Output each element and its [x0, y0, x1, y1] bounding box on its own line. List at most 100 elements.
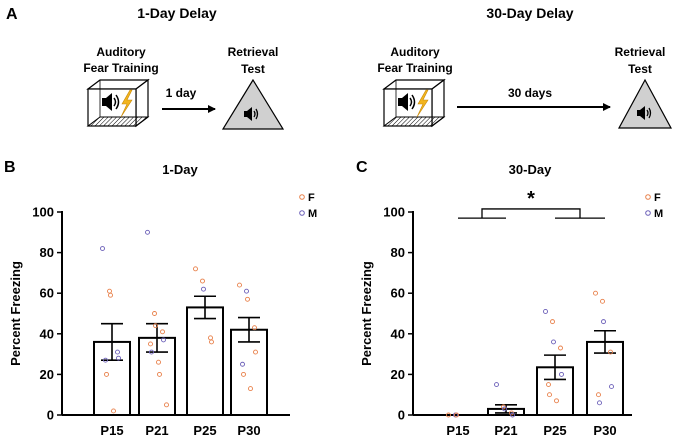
- legend-marker-m: [299, 210, 305, 216]
- data-point-female: [153, 323, 158, 329]
- data-point-female: [253, 349, 258, 355]
- left-training-chamber-icon: [86, 78, 150, 128]
- x-tick-label-p21: P21: [494, 423, 517, 438]
- left-test-label-line2: Test: [241, 62, 265, 76]
- chart-panel-b: B 1-Day Percent Freezing 0 20 40 60 80 100 P15 P21…: [4, 159, 317, 438]
- right-training-label-line2: Fear Training: [377, 61, 452, 75]
- y-tick-label: 100: [383, 205, 405, 220]
- bar-p30: [586, 340, 624, 417]
- data-point-female: [446, 412, 451, 418]
- chart-c-title: 30-Day: [509, 162, 552, 177]
- data-point-male: [161, 337, 166, 343]
- data-point-male: [609, 384, 614, 390]
- data-point-female: [600, 298, 605, 304]
- significance-bracket: [458, 208, 605, 219]
- legend-marker-m: [645, 210, 651, 216]
- chart-c-y-axis-label: Percent Freezing: [359, 261, 374, 366]
- bar-p25: [186, 306, 224, 416]
- data-point-female: [245, 296, 250, 302]
- legend-label-m: M: [308, 208, 317, 220]
- y-tick-label: 80: [391, 245, 405, 260]
- data-point-male: [543, 309, 548, 314]
- left-training-label-line1: Auditory: [96, 45, 146, 59]
- data-point-female: [241, 371, 246, 377]
- data-point-male: [115, 349, 120, 355]
- data-point-female: [164, 402, 169, 408]
- significance-marker: *: [527, 188, 535, 210]
- data-point-male: [201, 286, 206, 292]
- data-point-female: [554, 398, 559, 404]
- data-point-female: [252, 325, 257, 331]
- panel-a-letter: A: [6, 6, 18, 23]
- y-tick-label: 40: [391, 326, 405, 341]
- data-point-male: [145, 229, 150, 235]
- y-tick-label: 20: [40, 367, 54, 382]
- data-point-female: [209, 339, 214, 345]
- data-point-male: [502, 406, 507, 412]
- data-point-male: [244, 288, 249, 294]
- data-point-male: [116, 355, 121, 361]
- legend-label-f: F: [308, 192, 315, 204]
- panel-b-letter: B: [4, 159, 16, 176]
- chart-b-y-axis-label: Percent Freezing: [8, 261, 23, 366]
- x-tick-label-p25: P25: [193, 423, 216, 438]
- x-tick-label-p25: P25: [543, 423, 566, 438]
- chart-panel-c: C 30-Day Percent Freezing 0 20 40 60 80 100 P15 P2…: [356, 159, 663, 438]
- data-point-male: [494, 382, 499, 387]
- x-tick-label-p15: P15: [100, 423, 123, 438]
- data-point-female: [157, 371, 162, 377]
- data-point-male: [510, 412, 515, 418]
- data-point-female: [107, 288, 112, 294]
- x-tick-label-p21: P21: [145, 423, 168, 438]
- right-shock-bolt-icon: [416, 89, 429, 118]
- data-point-female: [608, 349, 613, 355]
- y-tick-label: 0: [47, 408, 54, 423]
- data-point-male: [240, 361, 245, 367]
- chart-b-title: 1-Day: [162, 162, 198, 177]
- right-training-label-line1: Auditory: [390, 45, 440, 59]
- legend-label-m: M: [654, 208, 663, 220]
- right-test-label-line1: Retrieval: [615, 45, 666, 59]
- y-tick-label: 40: [40, 326, 54, 341]
- left-shock-bolt-icon: [120, 89, 133, 118]
- data-point-male: [103, 357, 108, 363]
- data-point-male: [100, 246, 105, 251]
- data-point-male: [601, 319, 606, 325]
- data-point-female: [248, 386, 253, 392]
- data-point-male: [149, 349, 154, 355]
- data-point-female: [596, 392, 601, 398]
- x-tick-label-p15: P15: [446, 423, 469, 438]
- left-training-label-line2: Fear Training: [83, 61, 158, 75]
- left-speaker-icon: [102, 93, 120, 111]
- right-training-chamber-icon: [382, 78, 446, 128]
- right-schematic-title: 30-Day Delay: [486, 5, 573, 21]
- data-point-female: [547, 392, 552, 398]
- right-speaker-icon: [398, 93, 416, 111]
- data-point-female: [160, 329, 165, 335]
- left-schematic-title: 1-Day Delay: [137, 5, 217, 21]
- y-tick-label: 20: [391, 367, 405, 382]
- left-test-label-line1: Retrieval: [228, 45, 279, 59]
- bar-p30: [230, 328, 268, 416]
- bar-p25: [536, 366, 574, 417]
- left-interval-label: 1 day: [166, 86, 197, 100]
- y-tick-label: 60: [40, 286, 54, 301]
- right-interval-label: 30 days: [508, 86, 552, 100]
- y-tick-label: 0: [398, 408, 405, 423]
- legend-marker-f: [299, 194, 305, 200]
- data-point-male: [559, 371, 564, 377]
- right-retrieval-test-icon: [617, 78, 673, 129]
- data-point-female: [108, 292, 113, 298]
- data-point-female: [454, 412, 459, 418]
- data-point-male: [597, 400, 602, 406]
- legend-marker-f: [645, 194, 651, 200]
- y-tick-label: 80: [40, 245, 54, 260]
- left-retrieval-test-icon: [221, 78, 285, 130]
- data-point-female: [558, 345, 563, 351]
- data-point-female: [111, 408, 116, 414]
- data-point-female: [193, 266, 198, 272]
- data-point-female: [148, 341, 153, 347]
- data-point-female: [104, 371, 109, 377]
- data-point-female: [593, 290, 598, 296]
